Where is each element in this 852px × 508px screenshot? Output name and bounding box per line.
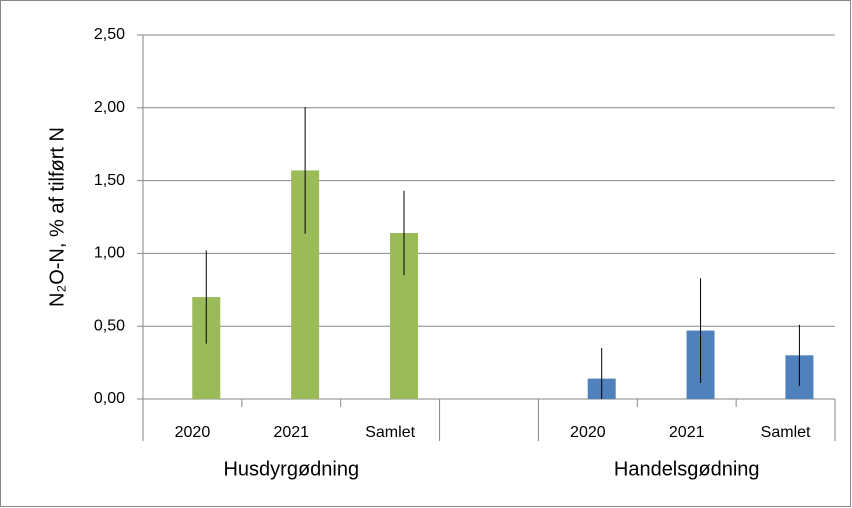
x-tick-label: 2021 [669,424,705,441]
y-tick-label: 1,00 [94,245,125,262]
x-tick-label: 2021 [273,424,309,441]
y-tick-label: 1,50 [94,172,125,189]
y-tick-label: 0,00 [94,390,125,407]
y-tick-label: 0,50 [94,317,125,334]
group-label: Handelsgødning [614,458,760,480]
x-tick-label: Samlet [365,424,415,441]
x-tick-label: Samlet [761,424,811,441]
y-tick-label: 2,00 [94,99,125,116]
y-axis-title: N₂O-N, % af tilført N [46,127,68,307]
group-label: Husdyrgødning [223,458,359,480]
x-tick-label: 2020 [175,424,211,441]
y-tick-label: 2,50 [94,26,125,43]
x-tick-label: 2020 [570,424,606,441]
